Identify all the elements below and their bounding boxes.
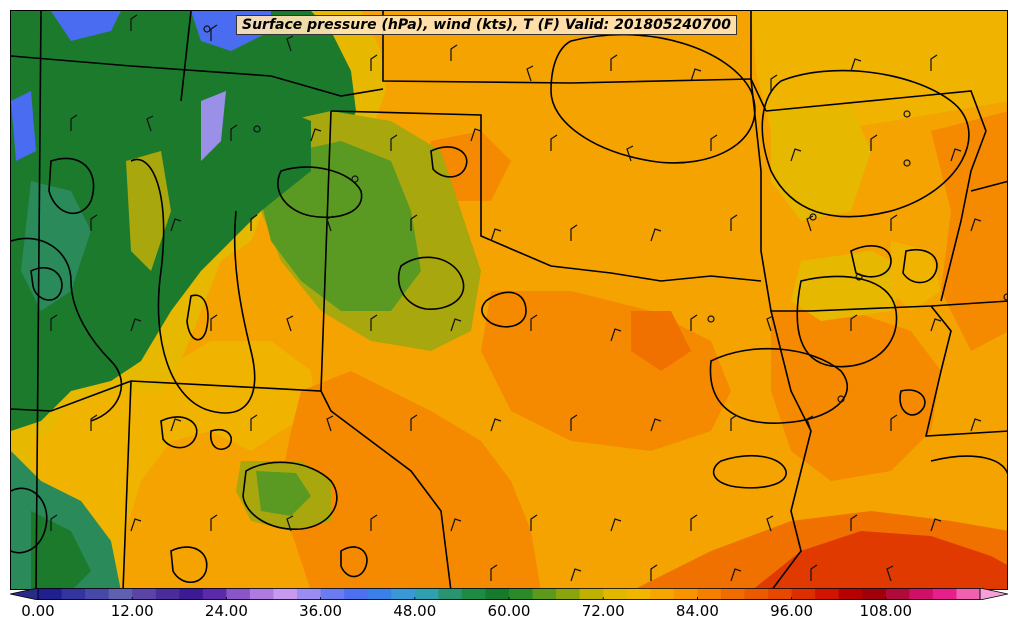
colorbar-tick-label: 96.00 bbox=[770, 602, 814, 620]
colorbar-tick-labels: 0.00 12.00 24.00 36.00 48.00 60.00 72.00 84.00 9… bbox=[0, 602, 1018, 626]
colorbar-swatch bbox=[509, 588, 534, 600]
map-canvas bbox=[11, 11, 1007, 589]
colorbar-swatch bbox=[155, 588, 180, 600]
colorbar-swatch bbox=[438, 588, 463, 600]
colorbar-swatch bbox=[603, 588, 628, 600]
weather-map bbox=[10, 10, 1008, 590]
colorbar-swatch bbox=[179, 588, 204, 600]
calm-wind-circles bbox=[203, 25, 1007, 403]
colorbar-tick-label: 12.00 bbox=[110, 602, 154, 620]
colorbar-swatch bbox=[38, 588, 63, 600]
colorbar-tick-label: 72.00 bbox=[581, 602, 625, 620]
colorbar-swatch bbox=[862, 588, 887, 600]
colorbar-swatch bbox=[344, 588, 369, 600]
colorbar-swatch bbox=[249, 588, 274, 600]
colorbar-swatch bbox=[650, 588, 675, 600]
colorbar-swatch bbox=[461, 588, 486, 600]
colorbar-swatch bbox=[85, 588, 110, 600]
colorbar-swatch bbox=[697, 588, 722, 600]
colorbar-swatch bbox=[273, 588, 298, 600]
colorbar-swatch bbox=[414, 588, 439, 600]
colorbar-swatch bbox=[297, 588, 322, 600]
colorbar-swatch bbox=[391, 588, 416, 600]
temperature-colorbar bbox=[10, 588, 1008, 600]
colorbar-swatch bbox=[108, 588, 133, 600]
colorbar-swatch bbox=[485, 588, 510, 600]
colorbar-swatch bbox=[815, 588, 840, 600]
colorbar-swatch bbox=[956, 588, 981, 600]
colorbar-swatch bbox=[556, 588, 581, 600]
colorbar-swatch bbox=[885, 588, 910, 600]
colorbar-swatch bbox=[720, 588, 745, 600]
colorbar-swatch bbox=[838, 588, 863, 600]
colorbar-swatch bbox=[909, 588, 934, 600]
colorbar-extend-min bbox=[10, 588, 39, 600]
isobar-contours bbox=[11, 33, 1007, 584]
colorbar-swatch bbox=[132, 588, 157, 600]
colorbar-tick-label: 0.00 bbox=[21, 602, 55, 620]
map-title: Surface pressure (hPa), wind (kts), T (F… bbox=[236, 15, 738, 35]
colorbar-swatch bbox=[626, 588, 651, 600]
colorbar-swatch bbox=[932, 588, 957, 600]
colorbar-tick-label: 108.00 bbox=[859, 602, 913, 620]
colorbar-swatch bbox=[61, 588, 86, 600]
colorbar-swatch bbox=[532, 588, 557, 600]
colorbar-tick-label: 36.00 bbox=[299, 602, 343, 620]
colorbar-swatch bbox=[320, 588, 345, 600]
colorbar-tick-label: 24.00 bbox=[204, 602, 248, 620]
colorbar-extend-max bbox=[979, 588, 1008, 600]
colorbar-tick-label: 84.00 bbox=[675, 602, 719, 620]
colorbar-tick-label: 48.00 bbox=[393, 602, 437, 620]
colorbar-swatch bbox=[673, 588, 698, 600]
colorbar-swatch bbox=[226, 588, 251, 600]
colorbar-swatch bbox=[791, 588, 816, 600]
colorbar-swatch bbox=[579, 588, 604, 600]
colorbar-swatch bbox=[744, 588, 769, 600]
wind-barbs bbox=[50, 14, 982, 582]
colorbar-swatch bbox=[768, 588, 793, 600]
colorbar-tick-label: 60.00 bbox=[487, 602, 531, 620]
colorbar-swatch bbox=[367, 588, 392, 600]
colorbar-swatch bbox=[202, 588, 227, 600]
